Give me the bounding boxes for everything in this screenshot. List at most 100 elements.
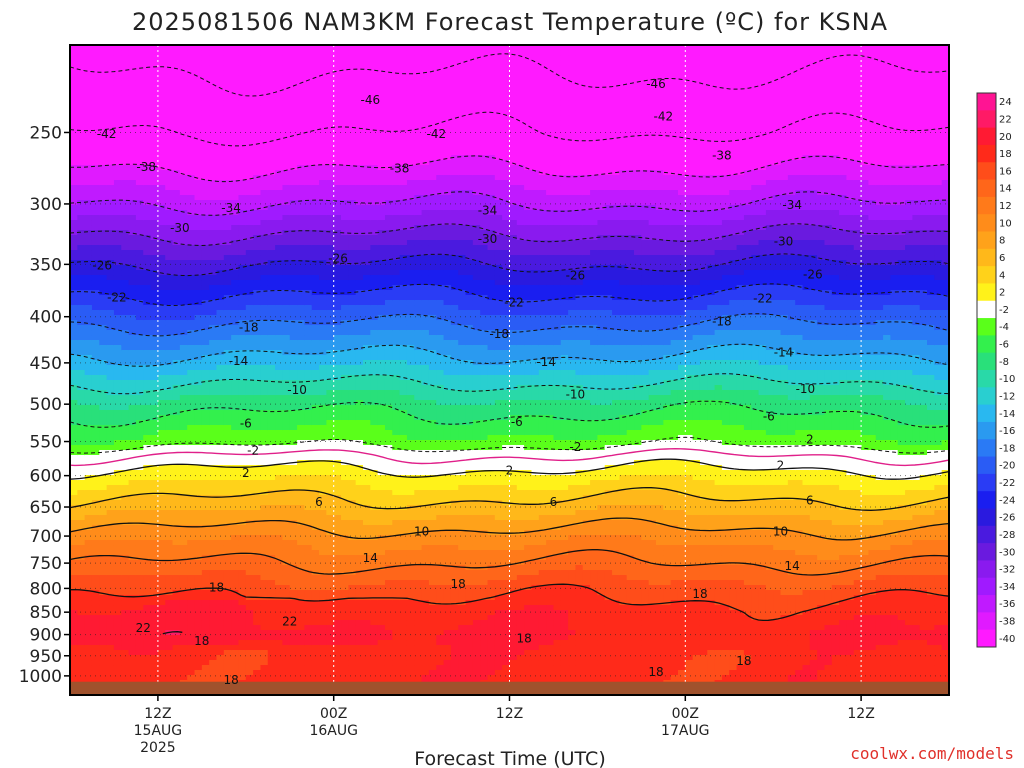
contour-label: -10 <box>566 388 586 402</box>
isotherm-contour <box>70 373 949 395</box>
contour-label: -30 <box>774 234 794 248</box>
colorbar-swatch <box>977 352 996 371</box>
ground-fill <box>70 681 949 695</box>
contour-label: 14 <box>363 551 378 565</box>
contour-label: 6 <box>806 493 814 507</box>
colorbar-swatch <box>977 473 996 492</box>
contour-label: 22 <box>136 621 151 635</box>
colorbar-label: 10 <box>999 218 1012 229</box>
contour-label: 14 <box>785 559 800 573</box>
contour-label: -14 <box>229 354 249 368</box>
contour-label: -10 <box>287 383 307 397</box>
contour-label: -18 <box>712 315 732 329</box>
chart-title: 2025081506 NAM3KM Forecast Temperature (… <box>132 8 888 36</box>
colorbar-swatch <box>977 456 996 475</box>
colorbar-label: -2 <box>999 305 1009 316</box>
isotherm-contour <box>162 631 183 635</box>
y-tick-label: 950 <box>30 647 62 667</box>
contour-label: -6 <box>763 410 775 424</box>
isotherm-contour <box>70 283 949 307</box>
contour-label: 6 <box>315 495 323 509</box>
contour-label: 6 <box>550 495 558 509</box>
y-tick-label: 450 <box>30 354 62 374</box>
grid-lines <box>70 45 949 695</box>
colorbar-swatch <box>977 179 996 198</box>
colorbar-label: 20 <box>999 132 1012 143</box>
y-tick-label: 900 <box>30 626 62 646</box>
colorbar-label: -18 <box>999 443 1015 454</box>
contour-label: -42 <box>426 127 446 141</box>
colorbar-frame <box>976 92 997 648</box>
contour-label: 2 <box>806 432 814 446</box>
colorbar-label: -40 <box>999 634 1015 645</box>
isotherm-contour <box>70 191 949 216</box>
contour-label: -10 <box>796 382 816 396</box>
isotherm-contour <box>70 313 949 337</box>
contour-label: -46 <box>360 93 380 107</box>
y-tick-label: 700 <box>30 527 62 547</box>
contour-label: -26 <box>803 267 823 281</box>
colorbar-swatch <box>977 196 996 215</box>
colorbar-swatch <box>977 387 996 406</box>
contour-label: -14 <box>774 345 794 359</box>
contour-label: -2 <box>569 440 581 454</box>
contour-label: 18 <box>209 580 224 594</box>
colorbar-label: -30 <box>999 547 1015 558</box>
isotherm-contour <box>70 53 949 97</box>
contour-label: -42 <box>653 110 673 124</box>
colorbar-swatch <box>977 335 996 354</box>
y-tick-label: 650 <box>30 498 62 518</box>
colorbar-swatch <box>977 629 996 648</box>
colorbar-swatch <box>977 404 996 423</box>
plot-area: -46 -46 -42 -42 -42 -38 -38 -38 -34 -34 -34 -30 -30 -… <box>70 45 949 695</box>
colorbar-swatch <box>977 214 996 232</box>
contour-label: -38 <box>136 160 156 174</box>
y-tick-label: 800 <box>30 579 62 599</box>
colorbar-swatch <box>977 508 996 527</box>
y-tick-label: 500 <box>30 395 62 415</box>
y-tick-label: 250 <box>30 123 62 143</box>
colorbar-label: -22 <box>999 478 1015 489</box>
x-tick-label: 12Z <box>144 706 171 722</box>
y-axis-ticks: 250 300 350 400 450 500 550 600 650 700 750 800 850 9… <box>19 123 70 687</box>
credit-link[interactable]: coolwx.com/models <box>850 744 1014 763</box>
colorbar-swatch <box>977 525 996 544</box>
colorbar-label: -4 <box>999 322 1009 333</box>
isotherm-contour <box>70 517 949 541</box>
ground-layer <box>70 681 949 695</box>
contour-label: -26 <box>92 259 112 273</box>
x-tick-label: 12Z <box>496 706 523 722</box>
y-tick-label: 300 <box>30 195 62 215</box>
contour-label: 18 <box>223 673 238 687</box>
colorbar-swatch <box>977 300 996 319</box>
contour-label: -26 <box>328 252 348 266</box>
isotherm-contour <box>70 486 949 511</box>
colorbar-swatch <box>977 560 996 579</box>
colorbar-label: 2 <box>999 288 1005 299</box>
colorbar-label: 8 <box>999 236 1005 247</box>
contour-label: -26 <box>566 268 586 282</box>
colorbar-label: -6 <box>999 340 1009 351</box>
isotherm-contour <box>70 253 949 277</box>
contour-label: -6 <box>240 416 252 430</box>
contour-label: -22 <box>107 291 127 305</box>
isotherm-contour <box>70 223 949 247</box>
contour-lines <box>70 53 949 635</box>
colorbar-swatch <box>977 421 996 440</box>
contour-label: 18 <box>451 577 466 591</box>
y-tick-label: 550 <box>30 433 62 453</box>
colorbar-label: 22 <box>999 115 1012 126</box>
colorbar-swatch <box>977 595 996 613</box>
contour-label: 2 <box>242 466 250 480</box>
colorbar-label: 14 <box>999 184 1012 195</box>
colorbar-label: -14 <box>999 409 1015 420</box>
contour-label: 2 <box>506 463 514 477</box>
isotherm-contour <box>70 549 949 576</box>
colorbar-label: -10 <box>999 374 1015 385</box>
colorbar-swatch <box>977 127 996 146</box>
contour-label: -42 <box>97 127 117 141</box>
contour-label: -22 <box>753 292 773 306</box>
y-tick-label: 600 <box>30 467 62 487</box>
colorbar-swatch <box>977 93 996 111</box>
